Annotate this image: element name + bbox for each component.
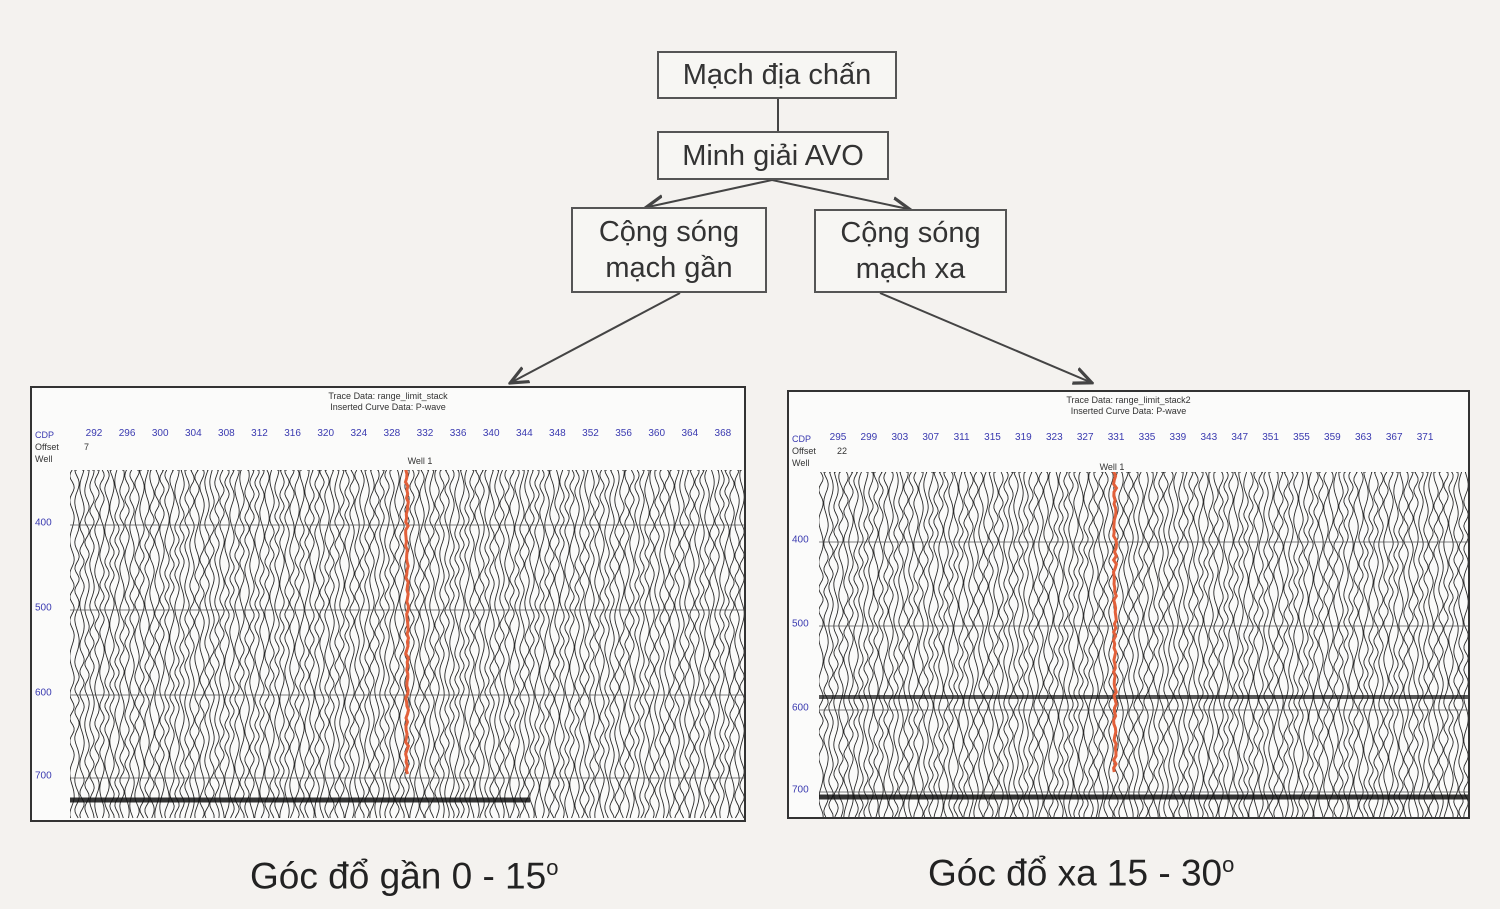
node-far-line2: mạch xa [855, 253, 966, 285]
caption-near-degree: o [546, 855, 559, 880]
node-near-line2: mạch gần [605, 252, 733, 284]
time-tick-label: 500 [35, 602, 52, 614]
node-avo-label: Minh giải AVO [682, 139, 864, 172]
cdp-tick-label: 303 [891, 432, 909, 443]
cdp-tick-label: 304 [184, 428, 202, 439]
cdp-tick-label: 335 [1138, 432, 1156, 443]
cdp-tick-label: 292 [85, 428, 103, 439]
panel-header: Trace Data: range_limit_stack Inserted C… [32, 391, 744, 413]
cdp-tick-label: 352 [582, 428, 599, 439]
cdp-tick-label: 343 [1200, 432, 1218, 443]
cdp-tick-label: 324 [350, 428, 368, 439]
cdp-tick-label: 363 [1354, 432, 1372, 443]
cdp-tick-label: 340 [482, 428, 500, 439]
node-seismic-trace: Mạch địa chấn [657, 51, 897, 99]
time-tick-label: 700 [35, 770, 52, 782]
cdp-tick-label: 347 [1231, 432, 1249, 443]
cdp-tick-label: 295 [829, 432, 847, 443]
cdp-tick-label: 344 [515, 428, 533, 439]
well-log-curve [403, 470, 411, 775]
well-log-curve [1111, 472, 1119, 773]
cdp-tick-label: 348 [549, 428, 566, 439]
time-tick-label: 600 [35, 687, 52, 699]
well-name: Well 1 [1099, 462, 1125, 472]
time-tick-label: 400 [35, 517, 52, 529]
seismic-traces [819, 472, 1468, 817]
offset-value: 7 [84, 442, 90, 452]
cdp-tick-label: 336 [449, 428, 467, 439]
node-seismic-trace-label: Mạch địa chấn [682, 59, 872, 91]
cdp-tick-label: 328 [383, 428, 401, 439]
well-label: Well [792, 458, 810, 468]
node-avo-interpretation: Minh giải AVO [657, 131, 889, 180]
caption-far-degree: o [1222, 852, 1235, 877]
wiggle-traces [70, 470, 744, 819]
cdp-tick-label: 311 [953, 432, 970, 443]
caption-far-text: Góc đổ xa 15 - 30 [928, 852, 1223, 894]
node-near-line1: Cộng sóng [598, 216, 740, 248]
curve-data-label: Inserted Curve Data: P-wave [1070, 406, 1187, 416]
cdp-tick-label: 296 [118, 428, 136, 439]
seismic-panel-near: Trace Data: range_limit_stack Inserted C… [30, 386, 746, 822]
time-tick-label: 600 [792, 702, 809, 714]
cdp-tick-label: 364 [681, 428, 699, 439]
reflector-band [819, 695, 1468, 699]
trace-data-label: Trace Data: range_limit_stack [328, 391, 448, 401]
cdp-tick-label: 356 [615, 428, 632, 439]
node-far-stack: Cộng sóng mạch xa [814, 209, 1007, 293]
cdp-tick-label: 316 [284, 428, 301, 439]
time-tick-label: 400 [792, 534, 809, 546]
caption-near: Góc đổ gần 0 - 15o [250, 855, 558, 897]
cdp-tick-label: 360 [648, 428, 666, 439]
offset-label: Offset [35, 442, 59, 452]
cdp-tick-label: 315 [984, 432, 1001, 443]
cdp-tick-label: 323 [1045, 432, 1063, 443]
well-label: Well [35, 454, 53, 464]
cdp-tick-label: 320 [317, 428, 335, 439]
cdp-tick-label: 307 [922, 432, 940, 443]
cdp-tick-label: 332 [416, 428, 434, 439]
caption-far: Góc đổ xa 15 - 30o [928, 852, 1234, 894]
cdp-tick-label: 351 [1262, 432, 1279, 443]
cdp-tick-label: 312 [251, 428, 268, 439]
cdp-tick-label: 367 [1385, 432, 1403, 443]
cdp-tick-label: 299 [860, 432, 878, 443]
node-far-line1: Cộng sóng [840, 217, 981, 249]
offset-value: 22 [837, 446, 848, 456]
cdp-tick-label: 319 [1015, 432, 1032, 443]
node-near-stack: Cộng sóng mạch gần [571, 207, 767, 293]
link-avo-near [648, 179, 773, 207]
trace-data-label: Trace Data: range_limit_stack2 [1066, 395, 1191, 405]
wiggle-traces [819, 472, 1468, 817]
link-near-panel [512, 292, 681, 382]
cdp-label: CDP [792, 434, 812, 444]
cdp-tick-label: 368 [714, 428, 732, 439]
cdp-tick-label: 300 [151, 428, 169, 439]
caption-near-text: Góc đổ gần 0 - 15 [250, 855, 547, 897]
time-tick-label: 500 [792, 618, 809, 630]
cdp-tick-label: 355 [1293, 432, 1310, 443]
cdp-label: CDP [35, 430, 55, 440]
cdp-tick-label: 339 [1169, 432, 1187, 443]
curve-data-label: Inserted Curve Data: P-wave [330, 402, 446, 412]
reflector-band [70, 797, 530, 803]
seismic-panel-far: Trace Data: range_limit_stack2 Inserted … [787, 390, 1470, 819]
cdp-tick-label: 308 [218, 428, 235, 439]
well-name: Well 1 [407, 456, 433, 466]
time-tick-label: 700 [792, 784, 809, 796]
seismic-traces [70, 470, 744, 819]
cdp-tick-label: 359 [1324, 432, 1341, 443]
cdp-tick-label: 327 [1076, 432, 1094, 443]
reflector-band [819, 794, 1468, 800]
link-avo-far [771, 179, 908, 209]
cdp-tick-label: 331 [1107, 432, 1125, 443]
offset-label: Offset [792, 446, 816, 456]
link-far-panel [879, 292, 1090, 382]
panel-header: Trace Data: range_limit_stack2 Inserted … [789, 395, 1468, 417]
cdp-tick-label: 371 [1416, 432, 1434, 443]
